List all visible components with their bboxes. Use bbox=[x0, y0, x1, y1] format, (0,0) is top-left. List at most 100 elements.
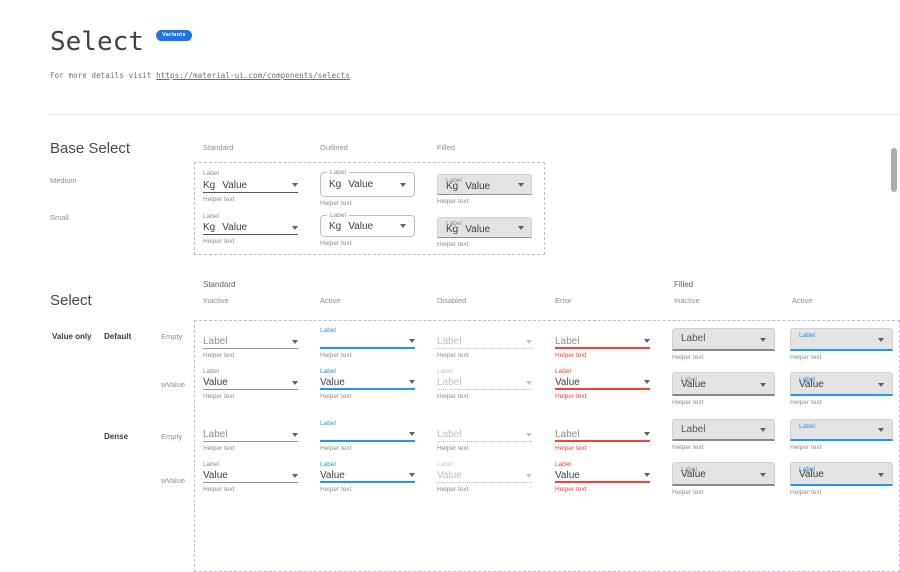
select-control[interactable]: Label bbox=[790, 419, 893, 441]
select-value-text: Label bbox=[555, 335, 580, 347]
header-divider bbox=[50, 114, 900, 115]
select-cell-default-empty-standard-disabled: Label Helper text bbox=[437, 327, 532, 359]
select-value-text: Value bbox=[681, 469, 706, 480]
select-value-text: Value bbox=[203, 470, 228, 481]
base-select-cell-standard-medium: Label Kg Value Helper text bbox=[203, 170, 298, 203]
select-value-text: Value bbox=[222, 222, 248, 233]
dropdown-arrow-icon bbox=[644, 473, 650, 477]
select-label: Label bbox=[327, 169, 349, 177]
select-control[interactable]: Label bbox=[672, 419, 775, 441]
select-value-text: Value bbox=[437, 470, 462, 481]
helper-text: Helper text bbox=[437, 445, 469, 452]
dropdown-arrow-icon bbox=[526, 380, 532, 385]
helper-text: Helper text bbox=[437, 486, 469, 493]
select-control[interactable] bbox=[320, 428, 415, 442]
select-cell-dense-empty-standard-disabled: Label Helper text bbox=[437, 420, 532, 452]
select-floating-label bbox=[555, 327, 650, 335]
select-control[interactable]: Label bbox=[203, 428, 298, 442]
select-floating-label: Label bbox=[799, 332, 815, 339]
select-control[interactable]: Label bbox=[790, 328, 893, 351]
select-control[interactable]: Value bbox=[203, 469, 298, 483]
base-select-cell-filled-medium: Label Kg Value Helper text bbox=[437, 174, 532, 205]
select-floating-label bbox=[555, 420, 650, 428]
select-control[interactable]: Value bbox=[555, 469, 650, 483]
variants-badge: Variants bbox=[156, 30, 192, 41]
select-control[interactable]: Label bbox=[437, 376, 532, 390]
helper-text: Helper text bbox=[320, 352, 352, 359]
helper-text: Helper text bbox=[203, 486, 235, 493]
select-value-text: Value bbox=[465, 224, 491, 235]
select-control[interactable]: Value bbox=[437, 469, 532, 483]
base-select-cell-outlined-medium: Label Kg Value Helper text bbox=[320, 169, 415, 207]
select-control[interactable]: Label bbox=[555, 335, 650, 349]
select-floating-label: Label bbox=[203, 461, 219, 468]
select-floating-label: Label bbox=[555, 461, 571, 468]
select-control[interactable]: Label Value bbox=[790, 462, 893, 486]
select-value-text: Label bbox=[437, 377, 462, 388]
select-control[interactable]: Value bbox=[555, 376, 650, 390]
select-control[interactable]: Label bbox=[437, 428, 532, 442]
select-control[interactable]: Label bbox=[555, 428, 650, 442]
select-label: Label bbox=[446, 220, 462, 227]
base-select-heading: Base Select bbox=[50, 140, 131, 157]
base-select-cell-standard-small: Label Kg Value Helper text bbox=[203, 213, 298, 245]
select-control[interactable]: Kg Value bbox=[203, 221, 298, 235]
select-control[interactable]: Label Kg Value bbox=[437, 217, 532, 238]
helper-text: Helper text bbox=[320, 445, 352, 452]
helper-text: Helper text bbox=[555, 393, 587, 400]
select-control[interactable]: Label Value bbox=[672, 462, 775, 486]
select-control[interactable]: Label Kg Value bbox=[320, 169, 415, 197]
select-cell-dense-wvalue-standard-disabled: Label Value Helper text bbox=[437, 461, 532, 493]
select-control[interactable]: Label bbox=[672, 328, 775, 351]
select-value: Kg Value bbox=[446, 181, 490, 192]
helper-text: Helper text bbox=[555, 445, 587, 452]
select-control[interactable] bbox=[320, 335, 415, 349]
select-cell-dense-empty-standard-error: Label Helper text bbox=[555, 420, 650, 452]
select-value-text: Value bbox=[203, 377, 228, 388]
select-adornment: Kg bbox=[446, 224, 459, 235]
select-control[interactable]: Label Kg Value bbox=[320, 212, 415, 237]
select-cell-dense-empty-standard-inactive: Label Helper text bbox=[203, 420, 298, 452]
dropdown-arrow-icon bbox=[760, 383, 766, 387]
select-control[interactable]: Value bbox=[320, 469, 415, 483]
select-control[interactable]: Value bbox=[203, 376, 298, 390]
helper-text: Helper text bbox=[437, 352, 469, 359]
select-floating-label bbox=[203, 420, 298, 428]
select-floating-label: Label bbox=[799, 376, 815, 383]
select-control[interactable]: Label Kg Value bbox=[437, 174, 532, 195]
helper-text: Helper text bbox=[672, 444, 704, 451]
select-control[interactable]: Kg Value bbox=[203, 178, 298, 193]
select-label: Label bbox=[203, 170, 219, 177]
select-value: Kg Value bbox=[321, 216, 414, 236]
side-label-dense: Dense bbox=[104, 432, 129, 441]
select-value-text: Value bbox=[555, 469, 580, 481]
dropdown-arrow-icon bbox=[760, 338, 766, 342]
dropdown-arrow-icon bbox=[292, 432, 298, 437]
dropdown-arrow-icon bbox=[292, 225, 298, 230]
group-header-filled: Filled bbox=[674, 280, 694, 289]
helper-text: Helper text bbox=[320, 486, 352, 493]
select-cell-dense-wvalue-standard-inactive: Label Value Helper text bbox=[203, 461, 298, 493]
helper-text: Helper text bbox=[203, 196, 235, 203]
helper-text: Helper text bbox=[320, 393, 352, 400]
select-control[interactable]: Label bbox=[203, 335, 298, 349]
select-control[interactable]: Label Value bbox=[790, 372, 893, 396]
select-value-text: Label bbox=[437, 429, 462, 440]
helper-text: Helper text bbox=[320, 200, 352, 207]
select-control[interactable]: Value bbox=[320, 376, 415, 390]
select-floating-label: Label bbox=[320, 368, 336, 375]
docs-link[interactable]: https://material-ui.com/components/selec… bbox=[156, 71, 351, 80]
select-control[interactable]: Label Value bbox=[672, 372, 775, 396]
helper-text: Helper text bbox=[555, 352, 587, 359]
helper-text: Helper text bbox=[672, 399, 704, 406]
column-header-filled: Filled bbox=[437, 143, 455, 152]
select-adornment: Kg bbox=[203, 222, 216, 233]
select-control[interactable]: Label bbox=[437, 335, 532, 349]
scrollbar-thumb[interactable] bbox=[891, 148, 897, 192]
dropdown-arrow-icon bbox=[526, 339, 532, 344]
select-value-text: Value bbox=[348, 220, 374, 232]
dropdown-arrow-icon bbox=[292, 339, 298, 344]
helper-text: Helper text bbox=[437, 198, 469, 205]
select-adornment: Kg bbox=[446, 181, 459, 192]
dropdown-arrow-icon bbox=[644, 380, 650, 384]
